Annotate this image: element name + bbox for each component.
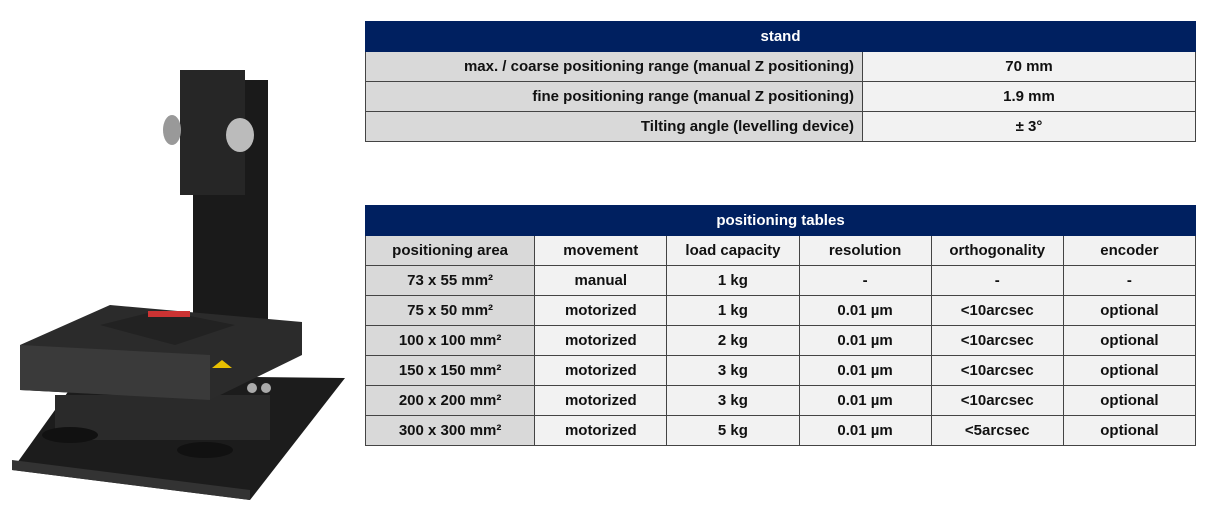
column-header: resolution [798, 235, 932, 266]
table-cell: - [798, 265, 932, 296]
table-cell: motorized [534, 355, 668, 386]
table-cell: 0.01 µm [798, 415, 932, 446]
spec-value: 1.9 mm [862, 81, 1196, 112]
table-row: 75 x 50 mm² motorized 1 kg 0.01 µm <10arcsec… [364, 295, 1197, 326]
table-cell: optional [1062, 355, 1197, 386]
column-header: load capacity [666, 235, 800, 266]
spec-value: 70 mm [862, 51, 1196, 82]
product-image-stand [12, 70, 345, 500]
table-cell: optional [1062, 415, 1197, 446]
column-header-row: positioning area movement load capacity res… [364, 235, 1197, 266]
table-cell: 1 kg [666, 265, 800, 296]
table-cell: 150 x 150 mm² [364, 355, 536, 386]
spec-label: max. / coarse positioning range (manual … [365, 51, 863, 82]
positioning-tables-spec-table: positioning tables positioning area movem… [364, 205, 1197, 446]
table-cell: 0.01 µm [798, 355, 932, 386]
table-cell: 75 x 50 mm² [364, 295, 536, 326]
spec-value: ± 3° [862, 111, 1196, 142]
table-cell: <10arcsec [930, 295, 1064, 326]
table-cell: optional [1062, 385, 1197, 416]
table-row: 200 x 200 mm² motorized 3 kg 0.01 µm <10arcs… [364, 385, 1197, 416]
table-cell: 3 kg [666, 385, 800, 416]
table-cell: 100 x 100 mm² [364, 325, 536, 356]
table-cell: 5 kg [666, 415, 800, 446]
table-cell: 200 x 200 mm² [364, 385, 536, 416]
table-cell: motorized [534, 415, 668, 446]
table-cell: 2 kg [666, 325, 800, 356]
table-cell: <10arcsec [930, 385, 1064, 416]
positioning-table-title: positioning tables [365, 205, 1196, 236]
table-cell: 0.01 µm [798, 325, 932, 356]
table-cell: 73 x 55 mm² [364, 265, 536, 296]
table-row: Tilting angle (levelling device) ± 3° [365, 111, 1196, 142]
table-cell: motorized [534, 325, 668, 356]
table-cell: motorized [534, 295, 668, 326]
table-cell: <5arcsec [930, 415, 1064, 446]
table-row: 150 x 150 mm² motorized 3 kg 0.01 µm <10arcs… [364, 355, 1197, 386]
table-cell: 0.01 µm [798, 385, 932, 416]
table-cell: 300 x 300 mm² [364, 415, 536, 446]
column-header: movement [534, 235, 668, 266]
table-cell: 1 kg [666, 295, 800, 326]
stand-spec-table: stand max. / coarse positioning range (m… [365, 21, 1196, 142]
table-row: 73 x 55 mm² manual 1 kg - - - [364, 265, 1197, 296]
table-cell: manual [534, 265, 668, 296]
table-cell: optional [1062, 295, 1197, 326]
column-header: positioning area [364, 235, 536, 266]
table-cell: optional [1062, 325, 1197, 356]
table-cell: 0.01 µm [798, 295, 932, 326]
column-header: encoder [1062, 235, 1197, 266]
table-cell: motorized [534, 385, 668, 416]
table-cell: <10arcsec [930, 355, 1064, 386]
table-row: fine positioning range (manual Z positio… [365, 81, 1196, 112]
table-cell: - [930, 265, 1064, 296]
stand-table-title: stand [365, 21, 1196, 52]
table-row: max. / coarse positioning range (manual … [365, 51, 1196, 82]
table-row: 300 x 300 mm² motorized 5 kg 0.01 µm <5arcse… [364, 415, 1197, 446]
table-cell: - [1062, 265, 1197, 296]
table-row: 100 x 100 mm² motorized 2 kg 0.01 µm <10arcs… [364, 325, 1197, 356]
spec-label: fine positioning range (manual Z positio… [365, 81, 863, 112]
spec-label: Tilting angle (levelling device) [365, 111, 863, 142]
table-cell: 3 kg [666, 355, 800, 386]
column-header: orthogonality [930, 235, 1064, 266]
table-cell: <10arcsec [930, 325, 1064, 356]
